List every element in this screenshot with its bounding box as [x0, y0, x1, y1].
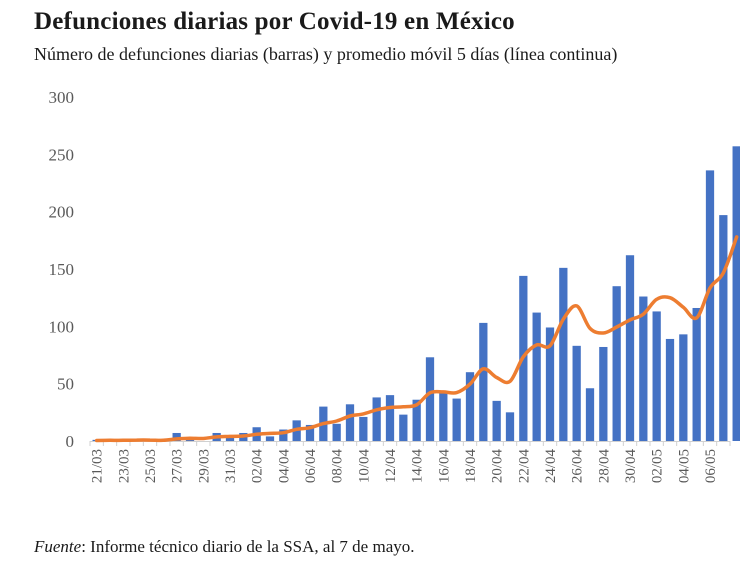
x-tick-label: 30/04: [623, 449, 639, 484]
bar: [732, 146, 740, 441]
x-tick-label: 29/03: [196, 449, 212, 483]
x-tick-label: 02/04: [250, 449, 266, 484]
x-tick-label: 08/04: [330, 449, 346, 484]
bar: [505, 412, 515, 441]
bar: [599, 346, 608, 441]
x-tick-label: 04/05: [676, 449, 692, 483]
bar: [612, 286, 621, 441]
bar: [332, 423, 341, 441]
x-tick-label: 16/04: [436, 449, 452, 484]
x-tick-label: 10/04: [356, 449, 372, 484]
x-tick-label: 06/04: [303, 449, 319, 484]
x-axis: 21/03 23/03 25/03 27/03 29/03 31/03 02/04 04/04…: [89, 441, 731, 484]
y-tick-label: 50: [57, 375, 74, 394]
bar: [639, 296, 648, 441]
bar: [372, 397, 381, 441]
y-tick-label: 250: [49, 145, 75, 164]
x-tick-label: 28/04: [596, 449, 612, 484]
bar: [359, 416, 368, 441]
x-tick-label: 04/04: [276, 449, 292, 484]
bar: [225, 437, 235, 441]
y-tick-label: 0: [66, 432, 75, 451]
source-text: : Informe técnico diario de la SSA, al 7…: [81, 537, 415, 556]
bar: [279, 429, 288, 441]
y-tick-label: 100: [49, 317, 75, 336]
bar: [305, 424, 315, 441]
x-tick-label: 26/04: [570, 449, 586, 484]
bar-series: [92, 146, 740, 442]
source-label: Fuente: [34, 537, 82, 556]
y-axis: 0 50 100 150 200 250 300: [49, 88, 75, 451]
x-tick-label: 06/05: [703, 449, 719, 483]
moving-average-line: [94, 235, 739, 443]
bar: [385, 395, 395, 441]
x-tick-label: 20/04: [490, 449, 506, 484]
bar: [265, 436, 275, 441]
bar: [452, 398, 461, 441]
bar: [652, 311, 661, 441]
bar: [545, 327, 555, 441]
x-tick-label: 02/05: [650, 449, 666, 483]
bar: [625, 255, 635, 441]
y-tick-label: 200: [49, 203, 75, 222]
y-tick-label: 300: [49, 88, 75, 107]
source-note: Fuente: Informe técnico diario de la SSA…: [34, 537, 415, 557]
bar: [425, 357, 435, 441]
bar: [719, 215, 728, 441]
x-tick-label: 24/04: [543, 449, 559, 484]
x-tick-label: 22/04: [516, 449, 532, 484]
bar: [439, 392, 448, 441]
bar: [465, 372, 475, 441]
bar: [665, 338, 675, 441]
x-tick-label: 18/04: [463, 449, 479, 484]
bar: [692, 307, 701, 441]
bar: [479, 322, 488, 441]
bar: [559, 267, 568, 441]
bar: [585, 388, 595, 441]
bar: [705, 170, 715, 442]
x-tick-label: 12/04: [383, 449, 399, 484]
chart-subtitle: Número de defunciones diarias (barras) y…: [34, 44, 618, 64]
bar: [572, 345, 581, 441]
bar: [679, 334, 688, 441]
bar: [172, 432, 181, 441]
bar: [345, 404, 355, 441]
bar: [399, 414, 408, 441]
bar: [532, 312, 541, 441]
x-tick-label: 27/03: [170, 449, 186, 483]
x-tick-label: 23/03: [116, 449, 132, 483]
bar: [412, 399, 421, 441]
x-tick-label: 31/03: [223, 449, 239, 483]
x-tick-label: 21/03: [90, 449, 106, 483]
bar: [492, 400, 501, 441]
chart-title: Defunciones diarias por Covid-19 en Méxi…: [34, 8, 515, 35]
x-tick-label: 14/04: [410, 449, 426, 484]
y-tick-label: 150: [49, 260, 75, 279]
x-tick-label: 25/03: [143, 449, 159, 483]
